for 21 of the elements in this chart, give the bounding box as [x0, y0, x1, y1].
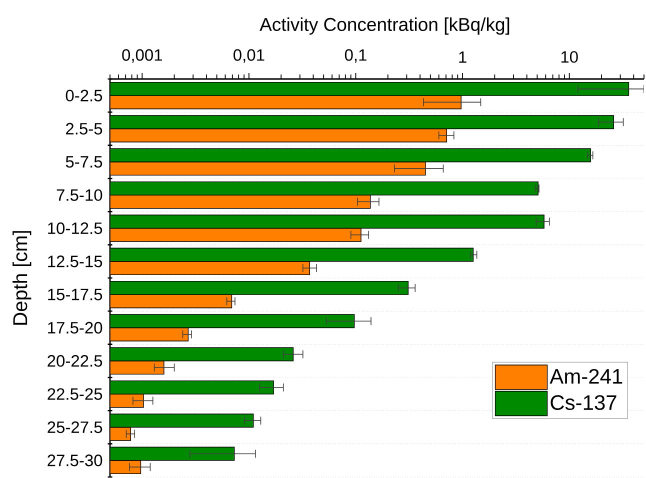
legend-label: Am-241	[550, 368, 622, 384]
x-tick-label: 0,001	[122, 49, 162, 63]
x-tick-label: 10	[561, 51, 578, 63]
y-tick-label: 22.5-25	[48, 388, 102, 400]
x-tick-label: 0,1	[344, 49, 366, 63]
x-tick-label: 0,01	[234, 49, 264, 63]
y-tick-label: 20-22.5	[48, 355, 102, 367]
y-axis-title: Depth [cm]	[12, 231, 32, 325]
y-tick-label: 27.5-30	[48, 454, 102, 466]
x-tick-label: 1	[459, 51, 466, 63]
y-tick-label: 15-17.5	[48, 288, 102, 300]
y-tick-label: 7.5-10	[56, 189, 102, 201]
y-tick-label: 25-27.5	[48, 421, 102, 434]
y-tick-label: 17.5-20	[48, 322, 102, 334]
y-tick-label: 10-12.5	[48, 222, 102, 234]
x-axis-title: Activity Concentration [kBq/kg]	[260, 17, 510, 35]
y-tick-label: 0-2.5	[66, 90, 102, 102]
legend-label: Cs-137	[550, 395, 616, 410]
y-tick-label: 12.5-15	[48, 256, 102, 268]
y-tick-label: 2.5-5	[66, 122, 102, 135]
y-tick-label: 5-7.5	[66, 156, 102, 168]
